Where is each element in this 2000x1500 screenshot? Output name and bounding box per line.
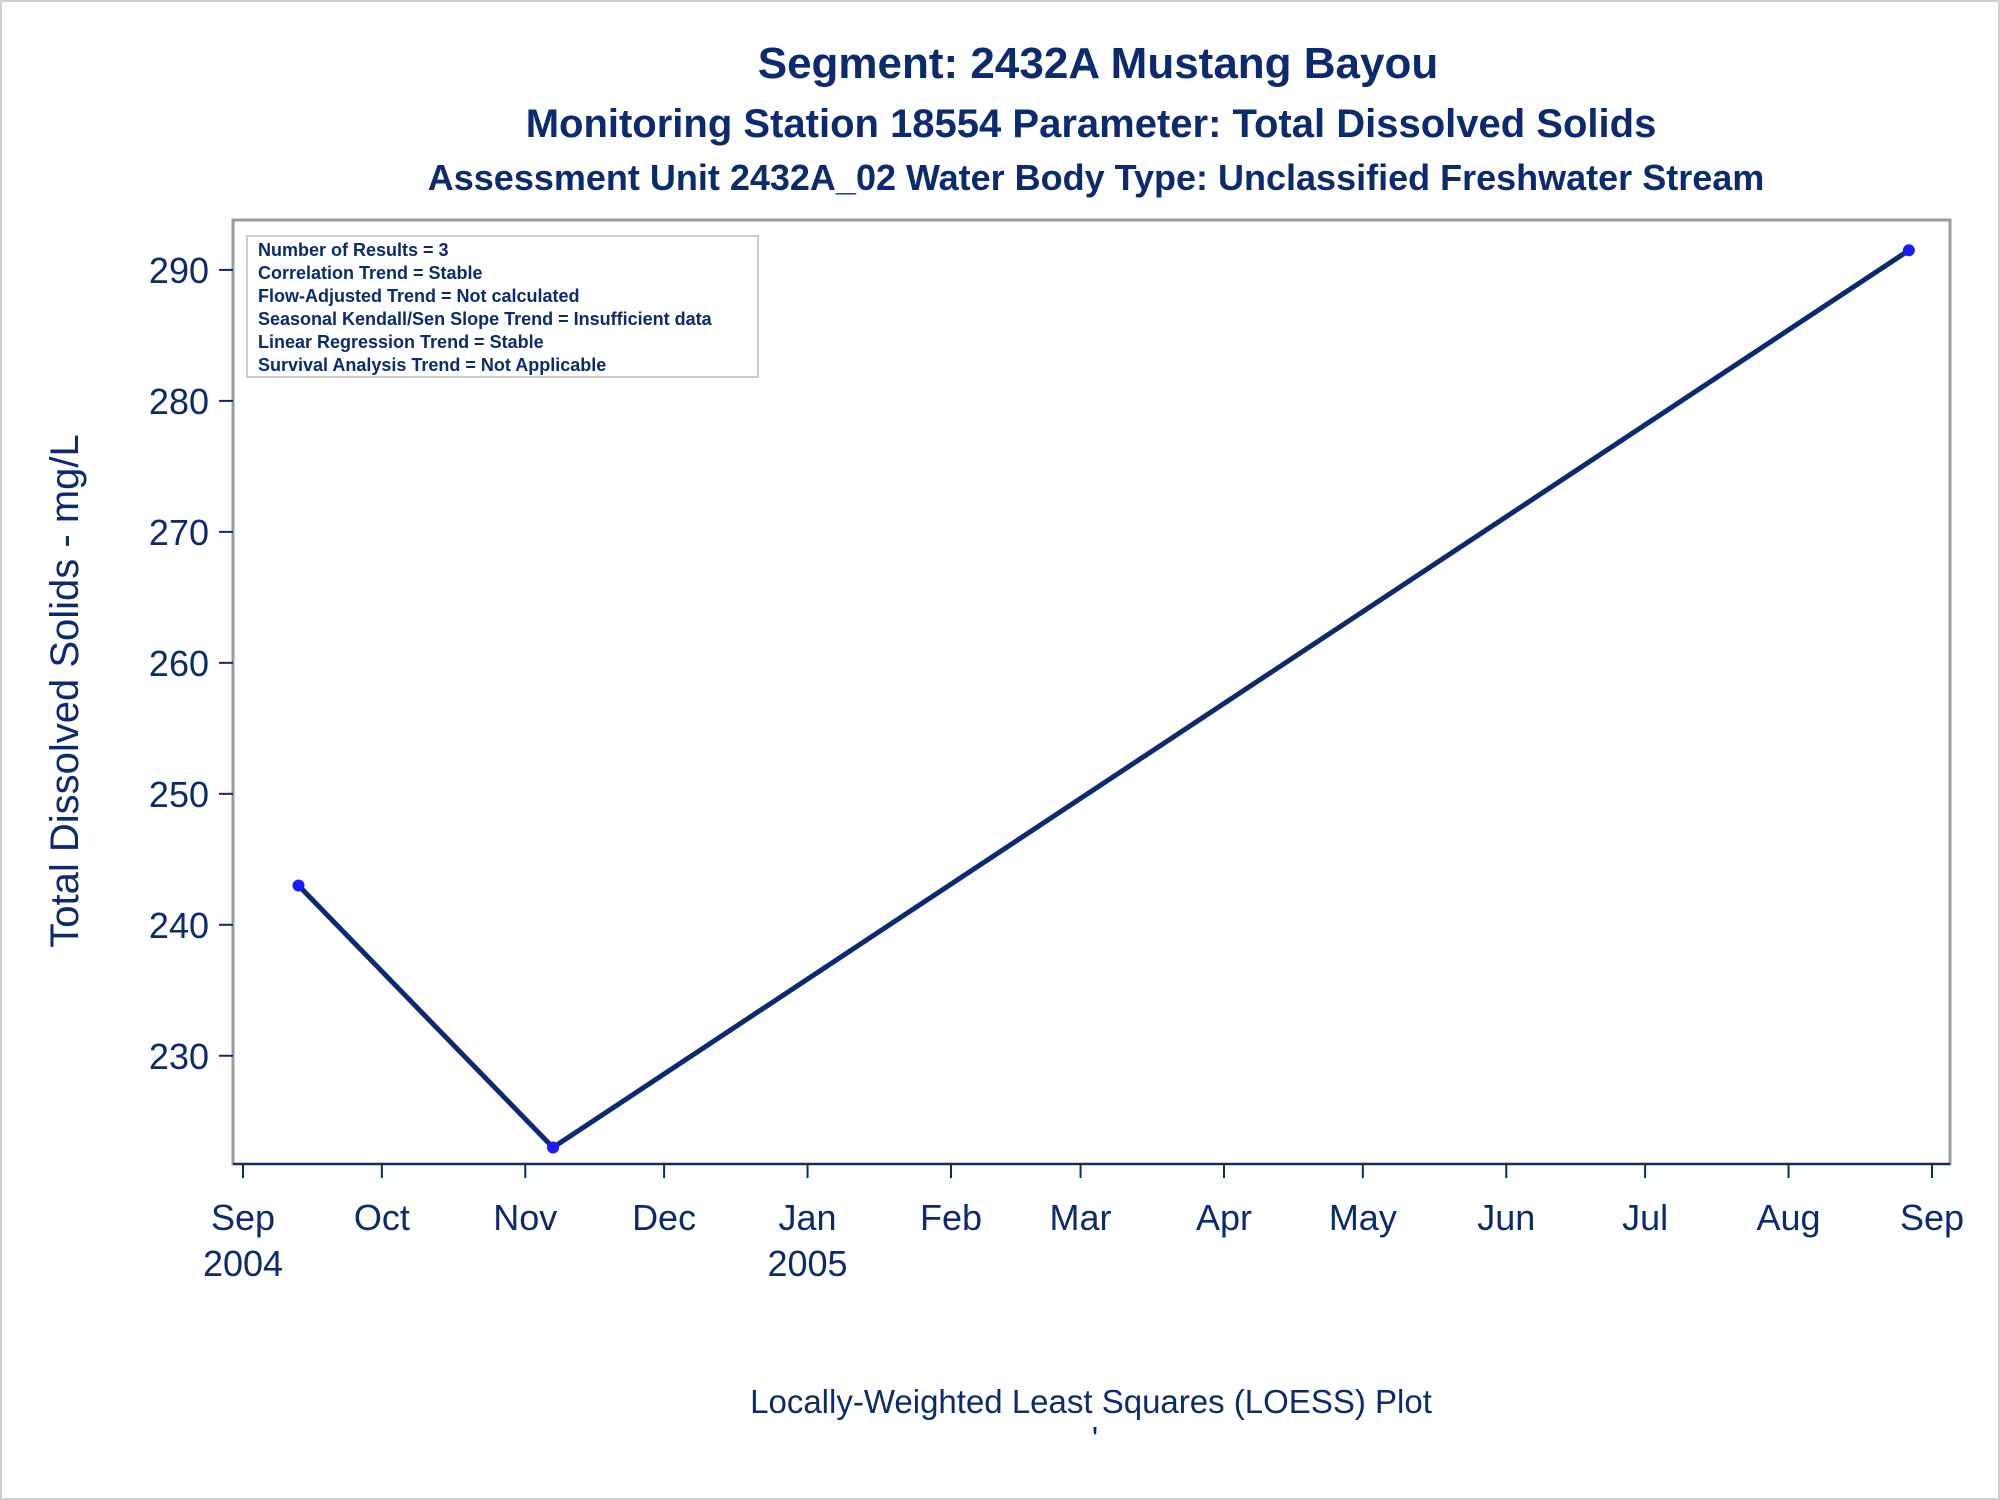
stats-line-correlation: Correlation Trend = Stable: [258, 263, 483, 283]
data-point: [1902, 244, 1915, 257]
chart-subtitle-2: Assessment Unit 2432A_02 Water Body Type…: [428, 157, 1765, 198]
footnote-mark: ': [1092, 1420, 1098, 1457]
stats-box: Number of Results = 3 Correlation Trend …: [246, 235, 759, 378]
chart-footnote: Locally-Weighted Least Squares (LOESS) P…: [750, 1383, 1432, 1420]
y-tick-label: 270: [149, 512, 209, 553]
y-tick-label: 280: [149, 381, 209, 422]
x-tick-label: Aug: [1757, 1197, 1821, 1238]
x-tick-label: Sep: [211, 1197, 275, 1238]
x-tick-year-label: 2004: [203, 1243, 283, 1284]
x-tick-label: Jul: [1622, 1197, 1668, 1238]
stats-box-border: [246, 235, 759, 378]
series-layer: [292, 244, 1915, 1154]
x-tick-label: Jan: [779, 1197, 837, 1238]
y-axis-label: Total Dissolved Solids - mg/L: [43, 434, 87, 948]
x-tick-label: Dec: [632, 1197, 696, 1238]
stats-line-flow-adjusted: Flow-Adjusted Trend = Not calculated: [258, 286, 580, 306]
data-point: [547, 1141, 560, 1154]
series-line: [296, 247, 1912, 1150]
y-tick-label: 260: [149, 643, 209, 684]
x-tick-year-label: 2005: [767, 1243, 847, 1284]
y-axis: 230 240 250 260 270 280 290 Total Dissolved Sol…: [43, 250, 233, 1077]
x-tick-label: Mar: [1050, 1197, 1112, 1238]
y-tick-label: 230: [149, 1036, 209, 1077]
x-tick-label: Nov: [493, 1197, 557, 1238]
chart-subtitle: Monitoring Station 18554 Parameter: Tota…: [526, 102, 1657, 146]
stats-line-results: Number of Results = 3: [258, 240, 449, 260]
x-tick-label: Oct: [354, 1197, 410, 1238]
stats-line-linear-regression: Linear Regression Trend = Stable: [258, 332, 544, 352]
y-tick-label: 240: [149, 905, 209, 946]
x-tick-label: May: [1329, 1197, 1397, 1238]
x-tick-label: Jun: [1477, 1197, 1535, 1238]
y-tick-label: 290: [149, 250, 209, 291]
x-tick-label: Feb: [920, 1197, 982, 1238]
x-tick-label: Apr: [1196, 1197, 1252, 1238]
y-tick-label: 250: [149, 774, 209, 815]
stats-line-seasonal-kendall: Seasonal Kendall/Sen Slope Trend = Insuf…: [258, 309, 713, 329]
x-tick-label: Sep: [1900, 1197, 1964, 1238]
data-point: [292, 879, 305, 892]
stats-line-survival: Survival Analysis Trend = Not Applicable: [258, 355, 606, 375]
chart-title: Segment: 2432A Mustang Bayou: [758, 39, 1439, 88]
x-axis: Sep 2004 Oct Nov Dec Jan 2005 Feb Mar Apr May Jun Ju…: [203, 1163, 1964, 1284]
